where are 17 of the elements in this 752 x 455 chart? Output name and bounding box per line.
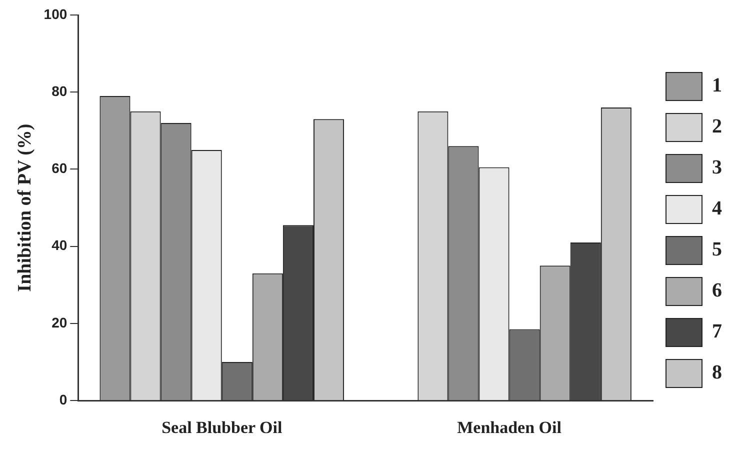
- y-tick-label: 40: [52, 237, 68, 254]
- legend-label: 2: [712, 116, 722, 138]
- legend-label: 5: [712, 238, 722, 261]
- y-tick-label: 60: [52, 160, 68, 176]
- legend-label: 1: [712, 74, 722, 97]
- y-tick-label: 0: [59, 391, 68, 408]
- y-tick-label: 20: [52, 314, 68, 330]
- legend-label: 7: [712, 320, 722, 343]
- legend-label: 6: [712, 280, 722, 302]
- x-tick-label: Menhaden Oil: [457, 418, 562, 438]
- legend-label: 8: [712, 362, 722, 384]
- x-tick-label: Seal Blubber Oil: [162, 418, 282, 438]
- y-tick-label: 100: [44, 6, 68, 22]
- y-axis-title: Inhibition of PV (%): [14, 124, 36, 292]
- legend-label: 3: [712, 156, 722, 179]
- y-tick-label: 80: [52, 82, 68, 99]
- legend-label: 4: [712, 198, 722, 220]
